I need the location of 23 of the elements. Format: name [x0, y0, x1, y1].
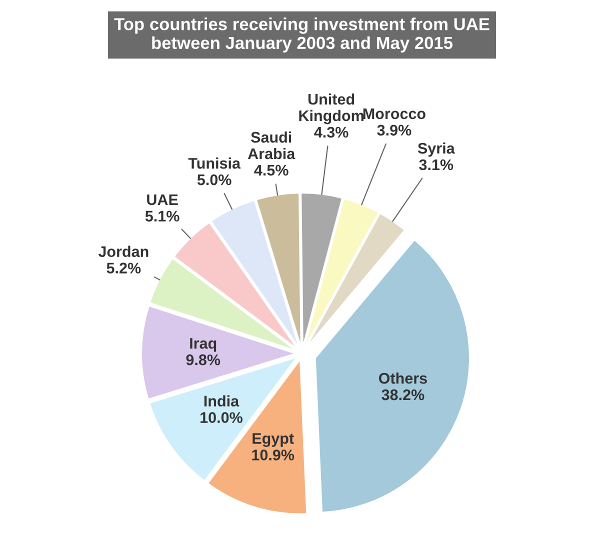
slice-label: Syria	[418, 142, 455, 157]
chart-title: Top countries receiving investment from UAE between January 2003 and May 2015	[114, 18, 490, 53]
slice-label: Others	[378, 372, 427, 384]
data-label: 3.9%	[377, 124, 412, 136]
data-label: 5.0%	[197, 174, 232, 186]
slice-label: Iraq	[190, 338, 216, 352]
slice-label: Egypt	[252, 433, 294, 447]
slice-label: Jordan	[98, 246, 148, 258]
slice-label: Morocco	[363, 108, 426, 120]
data-label: 4.5%	[254, 164, 288, 176]
slice-label: India	[204, 395, 240, 407]
data-label: 5.2%	[106, 262, 141, 274]
data-label: 9.8%	[186, 354, 220, 366]
data-label: 10.9%	[252, 450, 294, 460]
slice-label: Tunisia	[188, 158, 241, 169]
data-label: 10.0%	[200, 412, 242, 423]
data-label: 3.1%	[419, 159, 454, 170]
slice-label: United Kingdom	[299, 93, 364, 124]
data-label: 5.1%	[145, 210, 180, 222]
slice-label: UAE	[147, 194, 178, 206]
slice-label: Saudi Arabia	[248, 131, 296, 160]
data-label: 38.2%	[382, 389, 424, 400]
data-label: 4.3%	[314, 126, 348, 138]
